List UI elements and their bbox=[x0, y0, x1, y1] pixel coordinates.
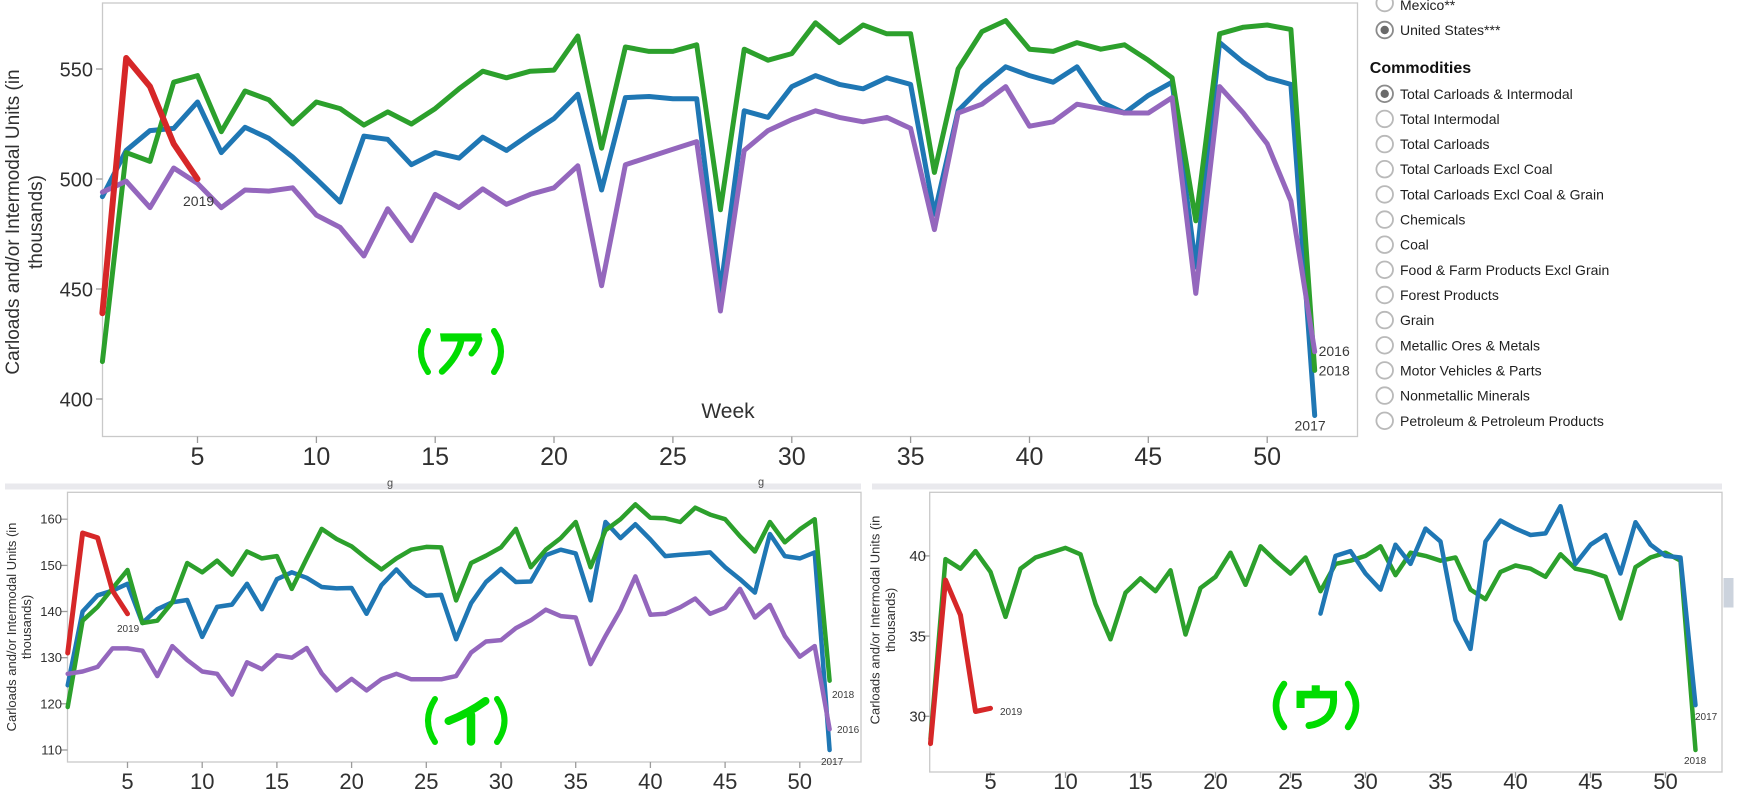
svg-text:Carloads and/or Intermodal Uni: Carloads and/or Intermodal Units (in bbox=[4, 523, 19, 732]
svg-text:45: 45 bbox=[1578, 769, 1602, 790]
svg-text:500: 500 bbox=[60, 169, 93, 191]
svg-text:g: g bbox=[387, 478, 393, 490]
svg-text:5: 5 bbox=[984, 769, 996, 790]
svg-text:35: 35 bbox=[1428, 769, 1452, 790]
svg-text:Commodities: Commodities bbox=[1370, 60, 1471, 77]
svg-text:140: 140 bbox=[40, 604, 62, 619]
svg-text:5: 5 bbox=[121, 769, 133, 790]
svg-text:45: 45 bbox=[713, 769, 737, 790]
svg-text:120: 120 bbox=[40, 696, 62, 711]
svg-text:50: 50 bbox=[788, 769, 812, 790]
svg-text:50: 50 bbox=[1653, 769, 1677, 790]
svg-text:30: 30 bbox=[1353, 769, 1377, 790]
svg-text:25: 25 bbox=[659, 443, 687, 471]
svg-text:Week: Week bbox=[701, 400, 755, 423]
svg-text:15: 15 bbox=[1128, 769, 1152, 790]
svg-text:2019: 2019 bbox=[1000, 707, 1023, 718]
svg-text:30: 30 bbox=[778, 443, 806, 471]
svg-text:g: g bbox=[758, 477, 764, 489]
svg-text:20: 20 bbox=[339, 769, 363, 790]
svg-text:10: 10 bbox=[1053, 769, 1077, 790]
svg-text:Grain: Grain bbox=[1400, 312, 1434, 328]
svg-text:30: 30 bbox=[489, 769, 513, 790]
svg-text:150: 150 bbox=[40, 558, 62, 573]
svg-text:130: 130 bbox=[40, 650, 62, 665]
svg-text:40: 40 bbox=[1503, 769, 1527, 790]
svg-text:550: 550 bbox=[60, 59, 93, 81]
svg-text:Food & Farm Products Excl Grai: Food & Farm Products Excl Grain bbox=[1400, 262, 1609, 278]
svg-text:20: 20 bbox=[1203, 769, 1227, 790]
svg-text:Total Carloads: Total Carloads bbox=[1400, 136, 1490, 152]
svg-text:Total Carloads Excl Coal: Total Carloads Excl Coal bbox=[1400, 161, 1553, 177]
svg-text:Petroleum & Petroleum Products: Petroleum & Petroleum Products bbox=[1400, 413, 1604, 429]
svg-text:Total Intermodal: Total Intermodal bbox=[1400, 111, 1500, 127]
svg-text:45: 45 bbox=[1134, 443, 1162, 471]
svg-text:10: 10 bbox=[302, 443, 330, 471]
svg-text:5: 5 bbox=[191, 443, 205, 471]
svg-text:2018: 2018 bbox=[832, 690, 855, 701]
svg-text:25: 25 bbox=[414, 769, 438, 790]
svg-text:10: 10 bbox=[190, 769, 214, 790]
svg-text:thousands): thousands) bbox=[26, 175, 47, 269]
svg-text:2019: 2019 bbox=[117, 624, 140, 635]
svg-text:Total Carloads Excl Coal & Gra: Total Carloads Excl Coal & Grain bbox=[1400, 186, 1604, 202]
svg-text:400: 400 bbox=[60, 389, 93, 411]
svg-text:160: 160 bbox=[40, 512, 62, 527]
svg-text:thousands): thousands) bbox=[19, 595, 34, 659]
svg-text:thousands): thousands) bbox=[883, 588, 898, 652]
svg-text:20: 20 bbox=[540, 443, 568, 471]
svg-text:Motor Vehicles & Parts: Motor Vehicles & Parts bbox=[1400, 362, 1542, 378]
svg-text:35: 35 bbox=[897, 443, 925, 471]
svg-text:40: 40 bbox=[909, 548, 926, 565]
svg-text:15: 15 bbox=[265, 769, 289, 790]
svg-text:2017: 2017 bbox=[1695, 712, 1718, 723]
svg-text:2018: 2018 bbox=[1684, 756, 1707, 767]
svg-text:United States***: United States*** bbox=[1400, 22, 1501, 38]
svg-text:2017: 2017 bbox=[1295, 418, 1326, 434]
svg-text:110: 110 bbox=[41, 743, 62, 758]
svg-text:Nonmetallic Minerals: Nonmetallic Minerals bbox=[1400, 388, 1530, 404]
svg-text:450: 450 bbox=[60, 279, 93, 301]
svg-text:35: 35 bbox=[909, 628, 926, 645]
svg-text:Forest Products: Forest Products bbox=[1400, 287, 1499, 303]
svg-text:Coal: Coal bbox=[1400, 237, 1429, 253]
svg-text:25: 25 bbox=[1278, 769, 1302, 790]
svg-text:2016: 2016 bbox=[1319, 343, 1350, 359]
svg-text:Carloads and/or Intermodal Uni: Carloads and/or Intermodal Units (in bbox=[3, 69, 24, 374]
svg-text:40: 40 bbox=[638, 769, 662, 790]
svg-text:30: 30 bbox=[909, 709, 926, 726]
svg-text:Mexico**: Mexico** bbox=[1400, 0, 1456, 13]
svg-text:50: 50 bbox=[1253, 443, 1281, 471]
svg-text:Chemicals: Chemicals bbox=[1400, 212, 1465, 228]
svg-text:2019: 2019 bbox=[183, 193, 214, 209]
svg-text:2018: 2018 bbox=[1319, 363, 1350, 379]
svg-text:35: 35 bbox=[563, 769, 587, 790]
svg-text:Carloads and/or Intermodal Uni: Carloads and/or Intermodal Units (in bbox=[868, 516, 883, 725]
svg-text:Total Carloads & Intermodal: Total Carloads & Intermodal bbox=[1400, 86, 1573, 102]
svg-text:2016: 2016 bbox=[837, 725, 860, 736]
svg-text:Metallic Ores & Metals: Metallic Ores & Metals bbox=[1400, 337, 1540, 353]
svg-text:40: 40 bbox=[1016, 443, 1044, 471]
svg-text:15: 15 bbox=[421, 443, 449, 471]
svg-text:2017: 2017 bbox=[821, 757, 844, 768]
